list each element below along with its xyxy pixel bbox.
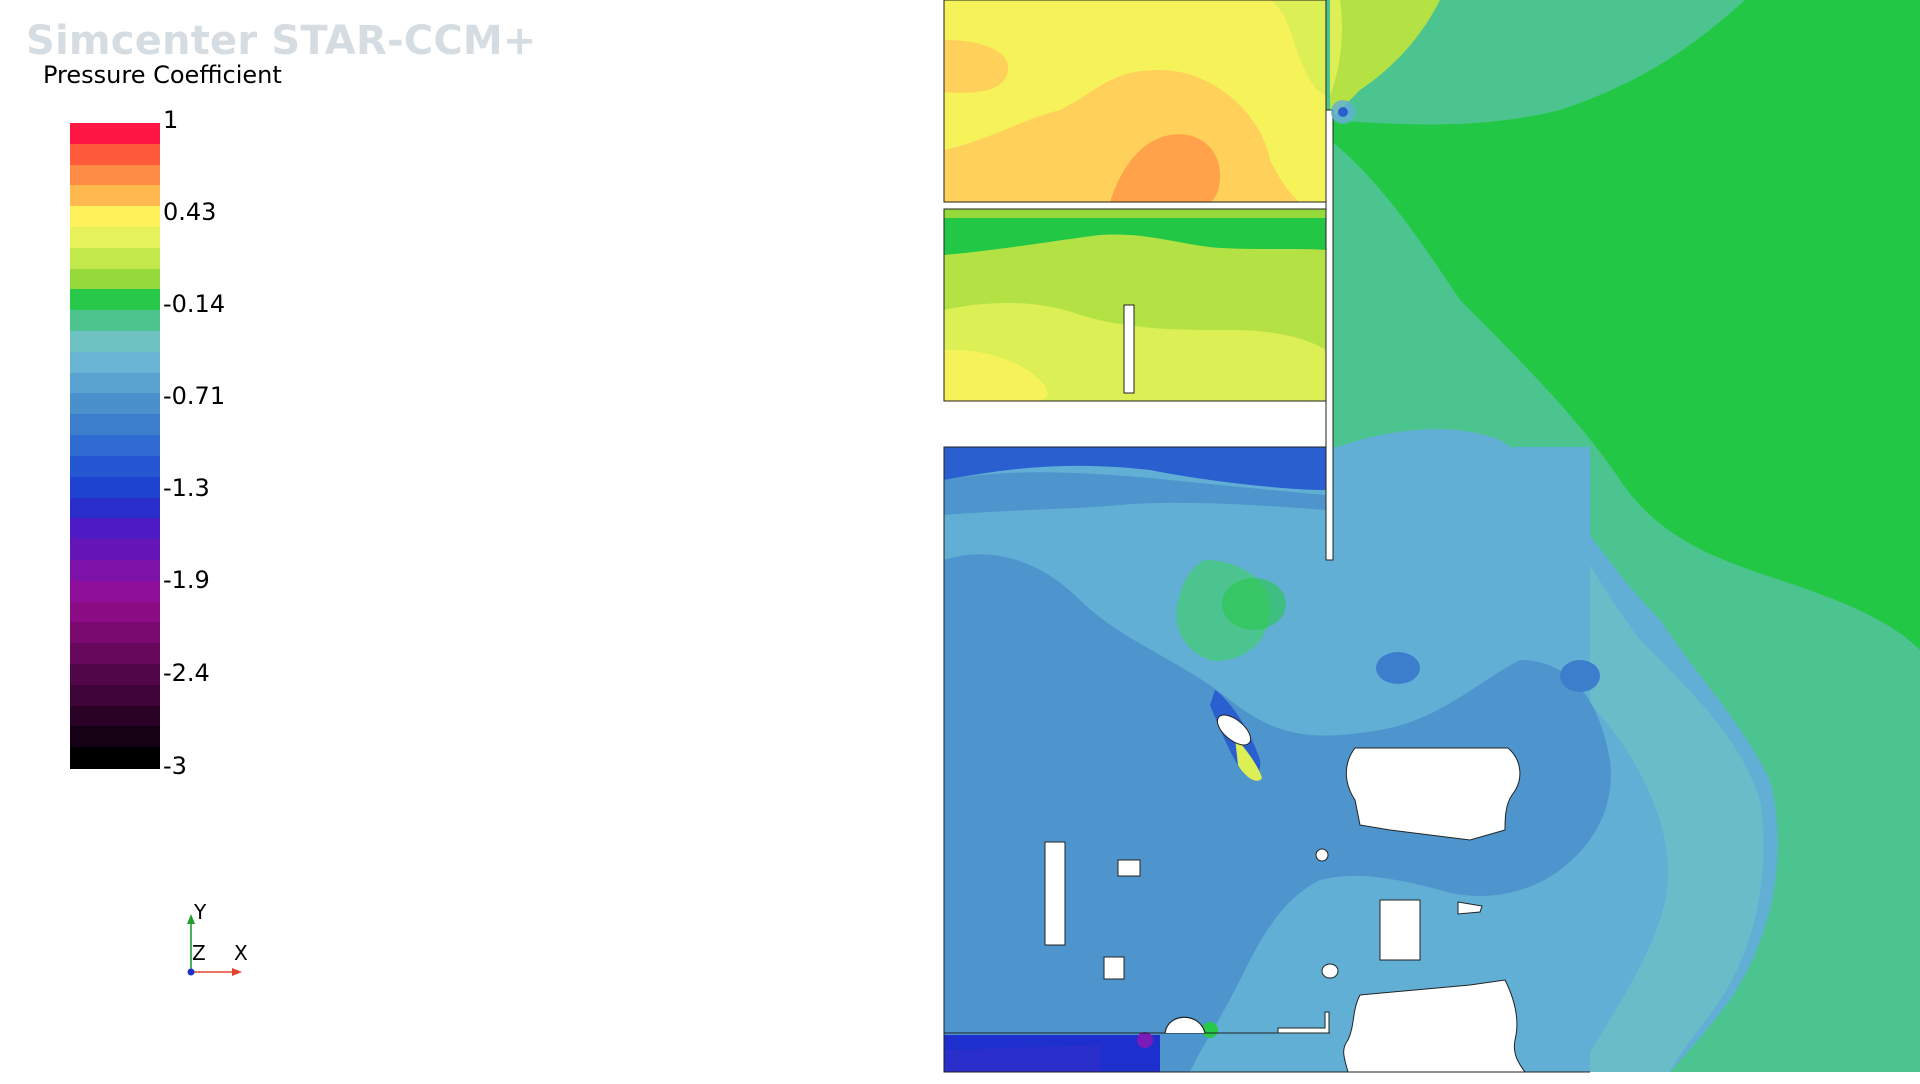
colorbar-band xyxy=(70,601,160,623)
colorbar-band xyxy=(70,726,160,748)
legend-tick-label: -3 xyxy=(163,752,187,780)
legend-tick-label: 1 xyxy=(163,106,179,134)
colorbar-band xyxy=(70,289,160,311)
colorbar-band xyxy=(70,414,160,436)
colorbar-band xyxy=(70,580,160,603)
lower-large-obstacle xyxy=(1343,979,1526,1073)
l-shaped-obstacle xyxy=(1277,1011,1330,1034)
tall-block-obstacle xyxy=(1044,841,1066,946)
colorbar-band xyxy=(70,539,160,561)
rectangular-obstacle xyxy=(1379,899,1421,961)
middle-baffle xyxy=(1123,304,1135,394)
legend-tick-label: -1.3 xyxy=(163,474,210,502)
wall-vortex-core xyxy=(1338,107,1348,117)
top-region xyxy=(944,0,1326,202)
small-square-obstacle xyxy=(1117,859,1141,877)
pressure-coefficient-colorbar xyxy=(70,123,160,769)
colorbar-band xyxy=(70,372,160,395)
colorbar-band xyxy=(70,747,160,769)
legend-tick-label: -1.9 xyxy=(163,566,210,594)
colorbar-band xyxy=(70,663,160,686)
colorbar-band xyxy=(70,559,160,582)
colorbar-band xyxy=(70,622,160,644)
axis-x-label: X xyxy=(234,941,248,965)
legend-tick-label: -0.14 xyxy=(163,290,226,318)
legend-tick-label: -0.71 xyxy=(163,382,226,410)
middle-region xyxy=(944,209,1326,401)
upper-large-obstacle xyxy=(1345,747,1521,841)
colorbar-band xyxy=(70,393,160,415)
colorbar-band xyxy=(70,435,160,457)
bottom-region-border xyxy=(943,446,1590,1073)
tilted-ellipse-obstacle xyxy=(1216,714,1252,746)
semicircle-obstacle xyxy=(1164,1016,1206,1034)
legend-tick-label: 0.43 xyxy=(163,198,217,226)
colorbar-band xyxy=(70,705,160,727)
colorbar-band xyxy=(70,455,160,478)
colorbar-band xyxy=(70,497,160,519)
colorbar-band xyxy=(70,684,160,707)
brand-watermark: Simcenter STAR-CCM+ xyxy=(26,18,537,64)
colorbar-band xyxy=(70,247,160,270)
obstacles xyxy=(1044,714,1526,1073)
colorbar-band xyxy=(70,164,160,187)
top-region-border xyxy=(943,0,1327,203)
vertical-wall xyxy=(1325,109,1334,561)
axes-triad-graphic xyxy=(187,914,242,976)
wedge-obstacle xyxy=(1457,901,1483,915)
axis-z-label: Z xyxy=(192,941,206,965)
axis-y-label: Y xyxy=(194,900,207,924)
colorbar-band xyxy=(70,227,160,249)
colorbar-band xyxy=(70,310,160,332)
colorbar-band xyxy=(70,268,160,291)
colorbar-band xyxy=(70,123,160,145)
colorbar-band xyxy=(70,351,160,374)
colorbar-band xyxy=(70,185,160,207)
legend-title: Pressure Coefficient xyxy=(43,61,282,89)
small-circle-obstacle xyxy=(1315,848,1329,862)
colorbar-band xyxy=(70,331,160,353)
colorbar-band xyxy=(70,206,160,228)
colorbar-band xyxy=(70,518,160,540)
pressure-contour-plot xyxy=(943,0,1920,1073)
colorbar-band xyxy=(70,143,160,166)
legend-tick-label: -2.4 xyxy=(163,659,210,687)
axes-triad[interactable]: Y Z X xyxy=(170,900,260,980)
small-square-obstacle xyxy=(1103,956,1125,980)
simulation-scene[interactable] xyxy=(940,0,1920,1084)
colorbar-band xyxy=(70,476,160,499)
colorbar-band xyxy=(70,643,160,665)
small-ellipse-obstacle xyxy=(1321,963,1339,979)
